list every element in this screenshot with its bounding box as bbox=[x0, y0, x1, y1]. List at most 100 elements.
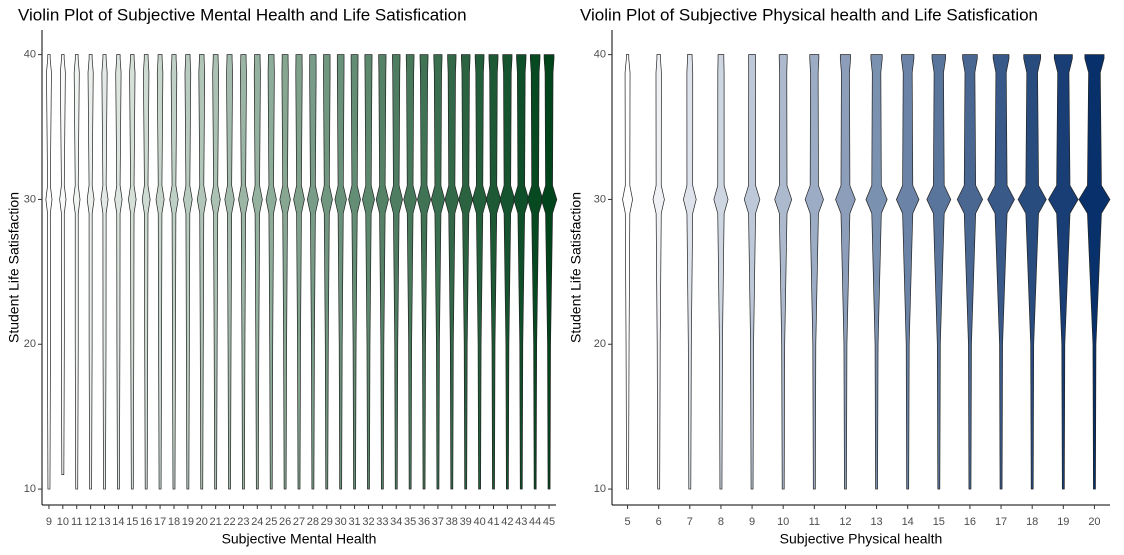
violin bbox=[45, 54, 53, 490]
violin bbox=[141, 54, 151, 490]
violin bbox=[540, 54, 558, 490]
x-tick-label: 30 bbox=[335, 516, 347, 528]
x-tick-label: 35 bbox=[404, 516, 416, 528]
violin bbox=[1048, 54, 1079, 490]
y-tick-label: 10 bbox=[24, 483, 36, 495]
violin bbox=[444, 54, 460, 490]
violin bbox=[155, 54, 165, 490]
violin bbox=[835, 54, 856, 490]
violin bbox=[430, 54, 445, 490]
x-tick-label: 20 bbox=[196, 516, 208, 528]
y-tick-label: 10 bbox=[594, 483, 606, 495]
x-tick-label: 10 bbox=[57, 516, 69, 528]
x-tick-label: 23 bbox=[237, 516, 249, 528]
y-tick-label: 20 bbox=[24, 338, 36, 350]
x-tick-label: 43 bbox=[515, 516, 527, 528]
chart-title: Violin Plot of Subjective Physical healt… bbox=[580, 5, 1038, 24]
x-tick-label: 12 bbox=[839, 516, 851, 528]
x-tick-label: 32 bbox=[362, 516, 374, 528]
violin bbox=[265, 54, 277, 490]
x-tick-label: 13 bbox=[98, 516, 110, 528]
x-tick-label: 42 bbox=[501, 516, 513, 528]
violin bbox=[279, 54, 291, 490]
x-tick-label: 14 bbox=[112, 516, 124, 528]
violin bbox=[196, 54, 207, 490]
x-tick-label: 15 bbox=[126, 516, 138, 528]
violin bbox=[389, 54, 403, 490]
x-tick-label: 45 bbox=[543, 516, 555, 528]
y-tick-label: 20 bbox=[594, 338, 606, 350]
y-tick-label: 30 bbox=[24, 193, 36, 205]
x-tick-label: 14 bbox=[902, 516, 914, 528]
x-axis-title: Subjective Physical health bbox=[780, 531, 943, 547]
violin bbox=[683, 54, 697, 490]
violin bbox=[417, 54, 431, 490]
y-axis-title: Student Life Satisfaction bbox=[6, 192, 22, 343]
violin bbox=[743, 54, 761, 490]
x-tick-label: 33 bbox=[376, 516, 388, 528]
y-tick-label: 40 bbox=[24, 49, 36, 61]
violin bbox=[622, 54, 633, 490]
violin bbox=[293, 54, 305, 490]
y-tick-label: 40 bbox=[594, 49, 606, 61]
x-tick-label: 12 bbox=[84, 516, 96, 528]
x-tick-label: 28 bbox=[307, 516, 319, 528]
violin bbox=[652, 54, 665, 490]
violin bbox=[320, 54, 333, 490]
x-tick-label: 5 bbox=[625, 516, 631, 528]
x-tick-label: 31 bbox=[348, 516, 360, 528]
violin bbox=[306, 54, 319, 490]
violin bbox=[804, 54, 824, 490]
x-tick-label: 13 bbox=[870, 516, 882, 528]
x-tick-label: 39 bbox=[460, 516, 472, 528]
x-tick-label: 9 bbox=[749, 516, 755, 528]
x-tick-label: 40 bbox=[473, 516, 485, 528]
x-tick-label: 19 bbox=[1057, 516, 1069, 528]
x-tick-label: 44 bbox=[529, 516, 541, 528]
x-tick-label: 20 bbox=[1088, 516, 1100, 528]
x-tick-label: 8 bbox=[718, 516, 724, 528]
violin bbox=[485, 54, 502, 490]
violin bbox=[513, 54, 530, 490]
x-tick-label: 41 bbox=[487, 516, 499, 528]
x-tick-label: 36 bbox=[418, 516, 430, 528]
x-tick-label: 18 bbox=[168, 516, 180, 528]
violin bbox=[251, 54, 263, 490]
x-tick-label: 24 bbox=[251, 516, 263, 528]
violin bbox=[499, 54, 516, 490]
violin bbox=[169, 54, 179, 490]
x-tick-label: 26 bbox=[279, 516, 291, 528]
violin bbox=[987, 54, 1015, 490]
violin bbox=[334, 54, 347, 490]
violin bbox=[86, 54, 95, 490]
x-tick-label: 22 bbox=[223, 516, 235, 528]
violin bbox=[1017, 54, 1047, 490]
violin bbox=[895, 54, 920, 490]
x-tick-label: 7 bbox=[687, 516, 693, 528]
violin bbox=[210, 54, 221, 490]
x-tick-label: 9 bbox=[46, 516, 52, 528]
violin bbox=[713, 54, 729, 490]
x-tick-label: 21 bbox=[210, 516, 222, 528]
x-tick-label: 38 bbox=[446, 516, 458, 528]
violin bbox=[527, 54, 544, 490]
violin bbox=[348, 54, 361, 490]
x-tick-label: 6 bbox=[656, 516, 662, 528]
x-tick-label: 11 bbox=[71, 516, 82, 528]
violin bbox=[362, 54, 375, 490]
violin bbox=[183, 54, 193, 490]
violin bbox=[375, 54, 389, 490]
x-tick-label: 34 bbox=[390, 516, 402, 528]
x-axis-title: Subjective Mental Health bbox=[222, 531, 377, 547]
y-axis-title: Student Life Satisfaction bbox=[568, 192, 584, 343]
violin bbox=[73, 54, 81, 490]
violin bbox=[59, 54, 67, 475]
x-tick-label: 16 bbox=[140, 516, 152, 528]
x-tick-label: 19 bbox=[182, 516, 194, 528]
x-tick-label: 17 bbox=[995, 516, 1007, 528]
x-tick-label: 18 bbox=[1026, 516, 1038, 528]
violin bbox=[774, 54, 793, 490]
violin bbox=[128, 54, 137, 490]
violin bbox=[956, 54, 984, 490]
violin bbox=[458, 54, 474, 490]
